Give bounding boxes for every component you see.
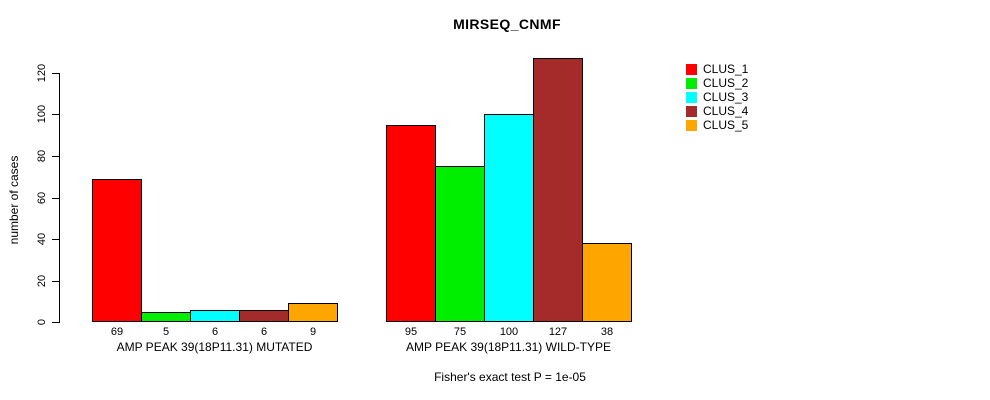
x-group-label: AMP PEAK 39(18P11.31) MUTATED: [116, 340, 313, 354]
legend-label: CLUS_4: [703, 104, 749, 118]
bar-clus_5-group1: [288, 303, 338, 322]
y-axis-tick: [52, 281, 59, 282]
y-axis-tick-label: 20: [36, 274, 48, 288]
bar-clus_1-group2: [386, 125, 436, 322]
bar-clus_4-group2: [533, 58, 583, 322]
bar-clus_1-group1: [92, 179, 142, 322]
y-axis-label: number of cases: [7, 155, 21, 245]
legend-swatch-icon: [686, 91, 697, 103]
bar-clus_3-group1: [190, 310, 240, 322]
legend-item-clus_5: CLUS_5: [686, 118, 748, 132]
bar-value-label: 95: [404, 326, 418, 338]
fisher-test-annotation: Fisher's exact test P = 1e-05: [434, 370, 586, 384]
legend-label: CLUS_2: [703, 76, 749, 90]
legend-item-clus_1: CLUS_1: [686, 62, 748, 76]
bar-clus_2-group2: [435, 166, 485, 322]
bar-clus_2-group1: [141, 312, 191, 322]
legend-swatch-icon: [686, 119, 697, 131]
legend-label: CLUS_1: [703, 62, 749, 76]
legend-item-clus_3: CLUS_3: [686, 90, 748, 104]
legend-swatch-icon: [686, 63, 697, 75]
x-group-label: AMP PEAK 39(18P11.31) WILD-TYPE: [406, 340, 611, 354]
legend-label: CLUS_5: [703, 118, 749, 132]
legend-swatch-icon: [686, 105, 697, 117]
chart-title: MIRSEQ_CNMF: [453, 16, 561, 32]
y-axis-tick: [52, 156, 59, 157]
legend: CLUS_1 CLUS_2 CLUS_3 CLUS_4 CLUS_5: [686, 62, 748, 132]
y-axis-tick: [52, 114, 59, 115]
bar-value-label: 75: [453, 326, 467, 338]
bar-value-label: 5: [162, 326, 170, 338]
bar-value-label: 9: [309, 326, 317, 338]
legend-item-clus_2: CLUS_2: [686, 76, 748, 90]
legend-item-clus_4: CLUS_4: [686, 104, 748, 118]
y-axis-tick-label: 120: [36, 63, 48, 83]
y-axis-tick-label: 0: [36, 318, 48, 326]
y-axis-tick: [52, 73, 59, 74]
legend-label: CLUS_3: [703, 90, 749, 104]
y-axis-tick: [52, 239, 59, 240]
y-axis-tick-label: 40: [36, 232, 48, 246]
legend-swatch-icon: [686, 77, 697, 89]
bar-value-label: 6: [211, 326, 219, 338]
y-axis-tick: [52, 322, 59, 323]
bar-clus_4-group1: [239, 310, 289, 322]
y-axis-tick-label: 80: [36, 149, 48, 163]
bar-clus_3-group2: [484, 114, 534, 322]
bar-value-label: 69: [110, 326, 124, 338]
y-axis-line: [59, 73, 60, 323]
bar-value-label: 38: [600, 326, 614, 338]
bar-value-label: 127: [548, 326, 568, 338]
y-axis-tick-label: 60: [36, 191, 48, 205]
bar-value-label: 100: [499, 326, 519, 338]
bar-clus_5-group2: [582, 243, 632, 322]
y-axis-tick: [52, 198, 59, 199]
bar-value-label: 6: [260, 326, 268, 338]
y-axis-tick-label: 100: [36, 104, 48, 124]
